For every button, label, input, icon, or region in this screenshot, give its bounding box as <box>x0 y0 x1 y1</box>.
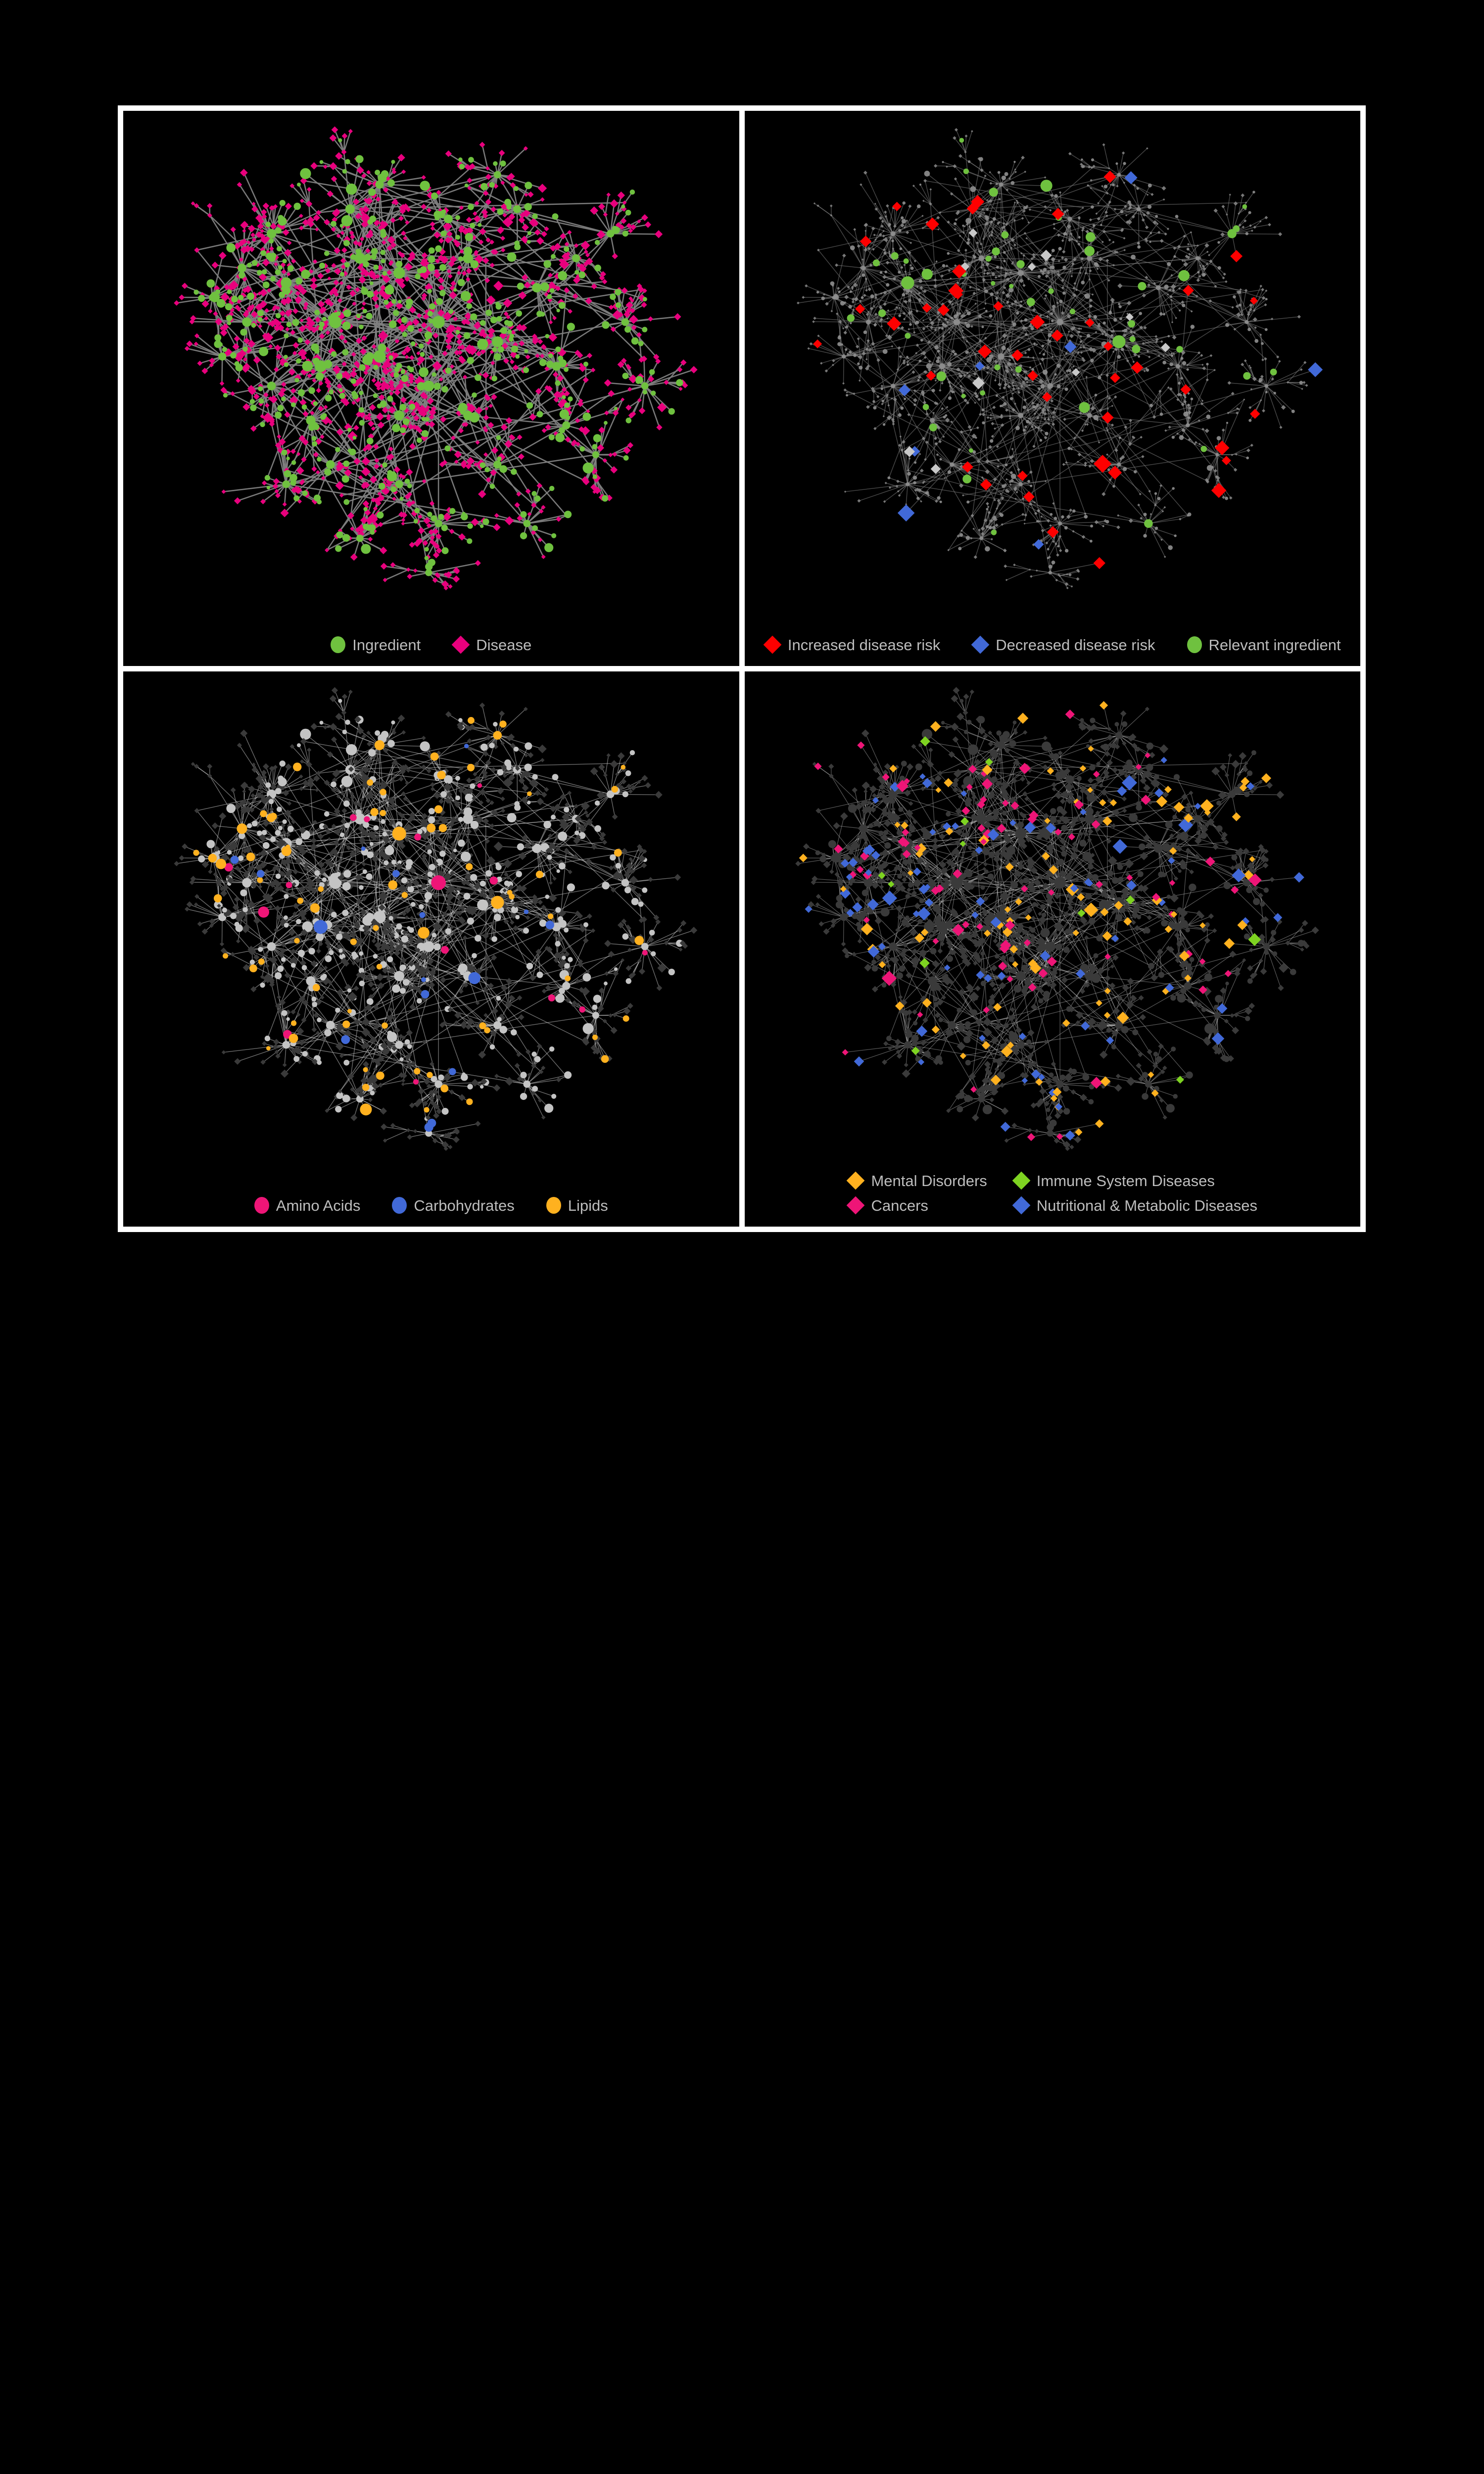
network-canvas-1[interactable] <box>123 111 739 666</box>
panel-disease-risk[interactable]: Increased disease risk Decreased disease… <box>745 111 1361 666</box>
network-canvas-4[interactable] <box>745 671 1361 1227</box>
panel-ingredient-disease[interactable]: Ingredient Disease <box>123 111 739 666</box>
panel-ingredient-classes[interactable]: Amino Acids Carbohydrates Lipids <box>123 671 739 1227</box>
network-canvas-2[interactable] <box>745 111 1361 666</box>
footer: Created by: EdgeLeap Powered by: <box>0 1232 1484 1339</box>
figure-frame: Ingredient Disease Increased disease ris… <box>118 105 1366 1232</box>
network-canvas-3[interactable] <box>123 671 739 1227</box>
panel-disease-classes[interactable]: Mental Disorders Immune System Diseases … <box>745 671 1361 1227</box>
